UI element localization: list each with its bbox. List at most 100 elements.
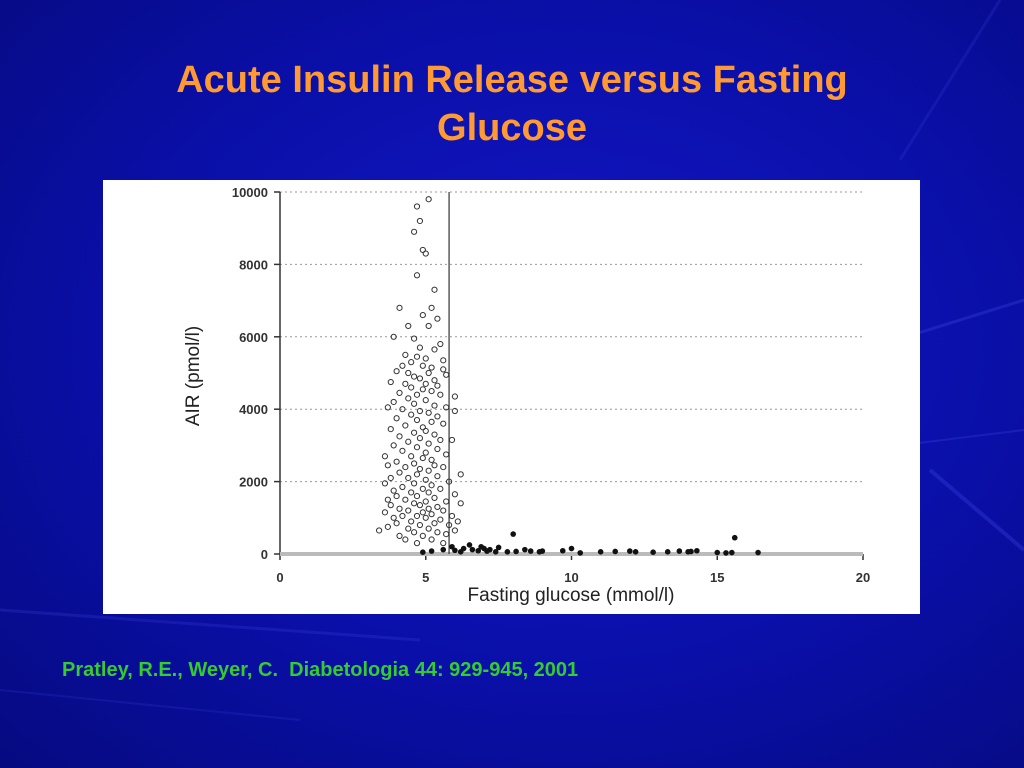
open-data-point — [434, 503, 441, 511]
open-data-point — [396, 389, 403, 397]
open-data-point — [410, 460, 418, 467]
open-data-point — [425, 489, 432, 496]
open-data-point — [443, 371, 450, 378]
open-data-point — [434, 473, 441, 480]
open-data-point — [402, 380, 409, 387]
open-data-point — [390, 487, 397, 494]
open-data-point — [405, 395, 412, 402]
open-data-point — [393, 458, 400, 465]
open-data-point — [419, 454, 426, 462]
open-data-point — [419, 311, 426, 319]
open-data-point — [390, 514, 397, 521]
open-data-point — [399, 362, 406, 369]
open-data-point — [408, 518, 415, 525]
open-data-point — [440, 507, 447, 514]
filled-data-point — [650, 549, 656, 555]
open-data-point — [405, 474, 412, 482]
open-data-point — [416, 344, 424, 351]
open-data-point — [434, 315, 441, 322]
y-tick-label: 0 — [261, 547, 268, 562]
open-data-point — [405, 507, 412, 514]
filled-data-point — [612, 548, 619, 555]
y-tick-label: 10000 — [232, 185, 268, 200]
open-data-point — [376, 527, 383, 534]
open-data-point — [402, 422, 409, 429]
filled-data-point — [460, 545, 467, 552]
y-tick-label: 2000 — [239, 475, 268, 490]
filled-data-point — [597, 549, 604, 555]
open-data-point — [410, 400, 418, 407]
chart-axes: 0 2000 4000 6000 8000 10000 0 5 10 15 20 — [232, 185, 870, 585]
open-data-point — [437, 516, 444, 523]
open-data-point — [390, 333, 397, 340]
open-data-point — [405, 438, 412, 445]
slide-title-line-2: Glucose — [437, 107, 587, 149]
open-data-point — [402, 536, 409, 543]
open-data-point — [419, 485, 426, 492]
open-data-point — [384, 404, 391, 411]
open-data-point — [425, 322, 432, 330]
open-data-point — [416, 435, 424, 442]
open-data-point — [428, 536, 435, 543]
open-data-point — [413, 272, 421, 279]
y-axis-label: AIR (pmol/l) — [183, 326, 204, 426]
open-data-point — [422, 476, 429, 483]
open-data-point — [384, 523, 391, 530]
open-data-point — [413, 416, 421, 424]
open-data-point — [413, 540, 421, 547]
open-data-point — [393, 520, 400, 527]
chart-svg: 0 2000 4000 6000 8000 10000 0 5 10 15 20 Fasting g… — [183, 185, 870, 606]
open-data-point — [440, 357, 447, 364]
open-data-point — [405, 369, 412, 377]
open-data-point — [428, 511, 435, 518]
filled-data-point — [492, 549, 499, 555]
open-data-point — [431, 346, 438, 353]
open-data-point — [434, 445, 441, 453]
open-data-point — [454, 518, 461, 525]
open-data-point — [399, 406, 406, 413]
open-data-point — [440, 420, 447, 427]
open-data-point — [457, 500, 464, 507]
open-data-point — [416, 521, 424, 529]
open-data-point — [416, 217, 424, 225]
filled-data-point — [495, 544, 502, 551]
open-data-point — [410, 500, 418, 507]
open-data-point — [422, 498, 429, 505]
open-data-point — [443, 451, 450, 458]
open-data-point — [451, 527, 458, 534]
open-data-point — [422, 380, 429, 387]
open-data-point — [443, 530, 450, 538]
open-data-point — [393, 368, 400, 375]
open-data-point — [413, 512, 421, 520]
filled-data-point — [510, 531, 516, 537]
open-data-point — [451, 393, 458, 400]
open-data-point — [440, 464, 447, 471]
open-data-point — [408, 411, 415, 418]
open-data-point — [413, 353, 421, 360]
open-data-point — [410, 373, 418, 380]
open-data-point — [443, 404, 450, 411]
filled-data-point — [487, 546, 493, 553]
open-data-point — [445, 521, 453, 529]
open-data-point — [396, 532, 403, 539]
filled-data-point — [513, 548, 519, 555]
open-data-point — [431, 494, 438, 501]
open-data-point — [387, 378, 394, 386]
open-data-point — [396, 469, 403, 476]
filled-data-point — [731, 534, 738, 541]
open-data-point — [410, 429, 418, 436]
open-data-point — [431, 286, 438, 293]
open-data-point — [434, 413, 441, 420]
open-data-point — [431, 402, 438, 409]
scatter-chart: 0 2000 4000 6000 8000 10000 0 5 10 15 20 Fasting g… — [103, 180, 920, 614]
open-data-point — [425, 369, 432, 377]
filled-data-point — [627, 548, 633, 554]
open-data-point — [425, 467, 432, 474]
open-data-point — [428, 388, 435, 395]
open-data-point — [381, 453, 389, 460]
x-tick-label: 15 — [710, 570, 724, 585]
x-tick-label: 10 — [564, 570, 578, 585]
open-data-point — [396, 304, 403, 311]
open-data-point — [451, 407, 458, 415]
open-data-point — [422, 449, 429, 456]
